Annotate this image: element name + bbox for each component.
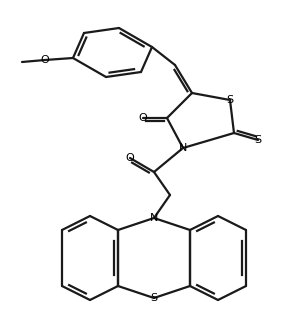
Text: S: S — [254, 135, 261, 145]
Text: N: N — [179, 143, 187, 153]
Text: S: S — [226, 95, 233, 105]
Text: O: O — [41, 55, 49, 65]
Text: N: N — [150, 213, 158, 223]
Text: O: O — [126, 153, 134, 163]
Text: S: S — [150, 293, 158, 303]
Text: O: O — [139, 113, 147, 123]
